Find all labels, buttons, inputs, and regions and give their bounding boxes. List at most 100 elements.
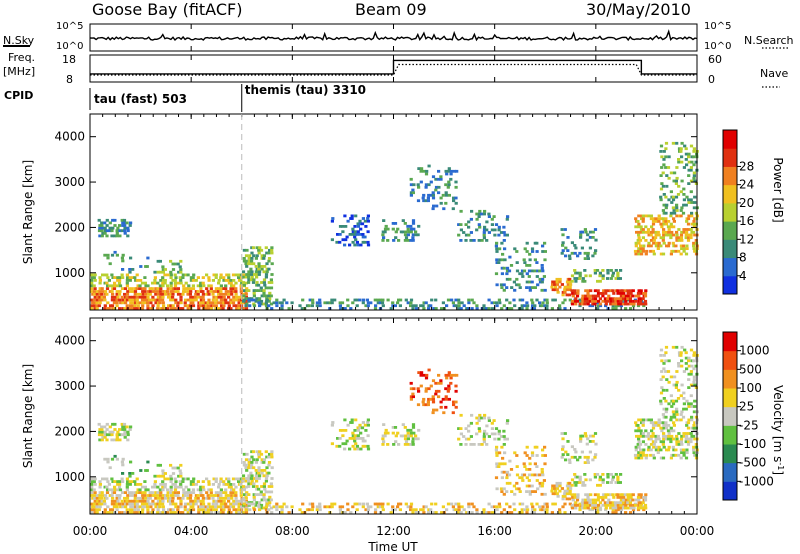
- power-cell: [105, 273, 109, 277]
- nave-label: Nave: [760, 67, 788, 80]
- power-cell: [614, 269, 618, 272]
- velocity-cell: [90, 477, 94, 481]
- power-cell: [536, 269, 540, 273]
- velocity-cell: [435, 408, 439, 412]
- velocity-cell: [672, 383, 676, 387]
- velocity-cell: [123, 511, 127, 514]
- power-cell: [93, 273, 97, 277]
- power-cell: [135, 307, 139, 310]
- power-cell: [267, 251, 271, 255]
- velocity-cell: [366, 421, 370, 424]
- power-cell: [419, 169, 423, 173]
- power-cell: [240, 281, 244, 285]
- velocity-cell: [106, 457, 110, 461]
- power-cell: [108, 290, 112, 293]
- velocity-cell: [525, 505, 529, 509]
- velocity-cell: [662, 432, 666, 435]
- power-cell: [487, 215, 491, 218]
- velocity-cell: [490, 421, 494, 425]
- velocity-cell: [685, 451, 689, 454]
- velocity-cell: [237, 477, 241, 481]
- power-cell: [657, 244, 661, 248]
- power-cell: [477, 239, 481, 242]
- velocity-cell: [644, 434, 648, 438]
- power-cell: [141, 287, 145, 290]
- velocity-cell: [214, 511, 218, 514]
- power-cell: [169, 292, 173, 296]
- velocity-cell: [398, 508, 402, 512]
- velocity-cell: [687, 356, 691, 360]
- velocity-cell: [191, 508, 196, 512]
- power-cell: [252, 294, 256, 298]
- power-cell: [247, 275, 251, 279]
- velocity-cell: [98, 502, 102, 506]
- power-cell: [128, 276, 132, 279]
- power-cell: [617, 302, 621, 306]
- power-cell: [103, 273, 107, 277]
- power-cell: [285, 301, 289, 305]
- power-cell: [604, 304, 608, 308]
- velocity-cell: [244, 458, 249, 462]
- nave-tick-bottom: 0: [708, 73, 715, 86]
- power-cell: [616, 299, 620, 303]
- power-cell: [109, 304, 113, 308]
- velocity-cell: [120, 491, 125, 494]
- velocity-cell: [201, 485, 205, 489]
- velocity-cell: [106, 488, 110, 492]
- power-cell: [201, 298, 206, 302]
- velocity-cell: [409, 431, 414, 435]
- velocity-cell: [490, 505, 494, 509]
- velocity-cell: [515, 454, 519, 457]
- velocity-cell: [659, 402, 663, 406]
- power-cell: [234, 298, 238, 302]
- power-cell: [543, 304, 547, 308]
- power-cell: [576, 254, 580, 258]
- velocity-cell: [447, 371, 451, 374]
- power-cell: [497, 225, 501, 229]
- velocity-cell: [411, 437, 415, 441]
- velocity-cell: [201, 499, 205, 503]
- velocity-cell: [667, 432, 671, 435]
- velocity-cell: [247, 477, 251, 480]
- power-cell: [588, 230, 593, 234]
- velocity-cell: [209, 494, 213, 497]
- power-cell: [454, 180, 458, 184]
- power-cell: [397, 239, 401, 242]
- velocity-cell: [257, 455, 261, 459]
- power-cell: [133, 295, 137, 299]
- velocity-cell: [677, 443, 681, 446]
- power-cell: [194, 298, 198, 302]
- power-cell: [644, 302, 648, 306]
- power-cell: [649, 230, 653, 234]
- velocity-cell: [447, 384, 451, 388]
- power-cell: [584, 230, 588, 234]
- power-cell: [196, 290, 200, 293]
- power-cell: [452, 199, 456, 203]
- velocity-cell: [186, 502, 190, 506]
- velocity-cell: [219, 480, 223, 483]
- velocity-cell: [523, 508, 527, 512]
- power-cell: [669, 190, 673, 194]
- velocity-cell: [143, 499, 147, 503]
- power-cell: [151, 298, 155, 302]
- power-cell: [553, 280, 557, 284]
- power-cell: [571, 292, 575, 295]
- velocity-cell: [669, 418, 673, 422]
- power-cell: [497, 298, 501, 302]
- power-cell: [642, 244, 646, 248]
- velocity-cell: [503, 437, 507, 441]
- velocity-cell: [606, 475, 610, 479]
- velocity-cell: [637, 429, 641, 433]
- velocity-cell: [675, 345, 679, 349]
- power-cell: [675, 141, 679, 145]
- velocity-cell: [553, 492, 558, 496]
- velocity-cell: [234, 494, 238, 497]
- power-cell: [265, 298, 269, 302]
- power-cell: [153, 281, 157, 285]
- velocity-cell: [248, 463, 252, 467]
- power-cell: [212, 273, 216, 277]
- power-cell: [105, 287, 110, 290]
- power-cell: [692, 171, 696, 175]
- velocity-cell: [649, 453, 653, 457]
- power-cell: [249, 267, 253, 271]
